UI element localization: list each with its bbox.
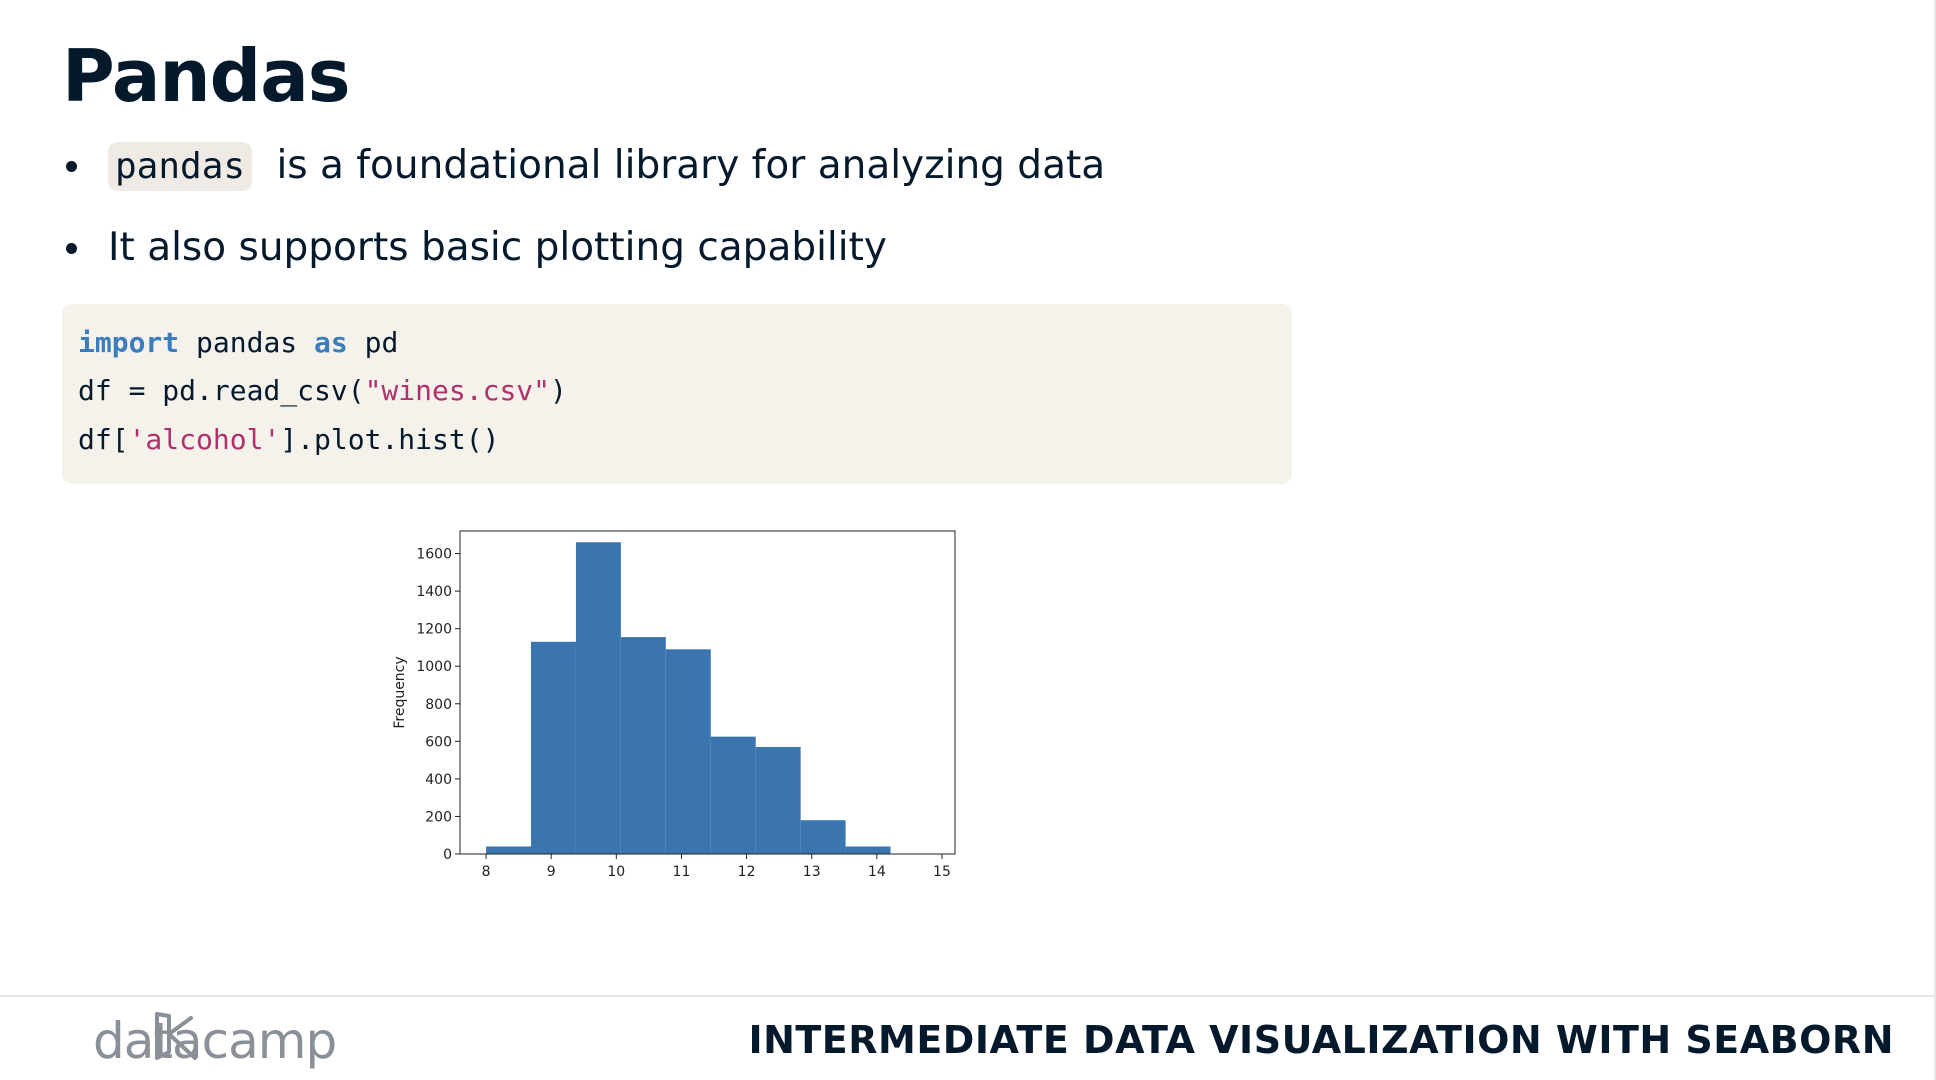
bullet-content: pandas is a foundational library for ana… — [108, 140, 1105, 193]
code-text: pd — [347, 326, 399, 359]
slide-title: Pandas — [62, 34, 351, 118]
y-tick-label: 200 — [425, 809, 452, 825]
y-tick-label: 1200 — [416, 622, 452, 638]
x-tick-label: 13 — [803, 864, 821, 880]
histogram-bar-0 — [486, 846, 531, 854]
y-tick-label: 1000 — [416, 659, 452, 675]
footer-divider — [0, 995, 1936, 997]
code-text: pandas — [179, 326, 315, 359]
y-axis-label: Frequency — [392, 656, 408, 728]
x-tick-label: 15 — [933, 864, 951, 880]
x-tick-label: 14 — [868, 864, 886, 880]
datacamp-logo-text: datacamp — [93, 1012, 337, 1070]
datacamp-logo-icon — [155, 1012, 197, 1060]
y-tick-label: 1600 — [416, 547, 452, 563]
x-tick-label: 9 — [547, 864, 556, 880]
code-text: df[ — [78, 423, 129, 456]
bullet-item-plotting: It also supports basic plotting capabili… — [62, 222, 1262, 274]
histogram-bar-2 — [575, 542, 621, 854]
y-tick-label: 1400 — [416, 584, 452, 600]
bullet-list: pandas is a foundational library for ana… — [62, 140, 1262, 304]
histogram-bar-4 — [665, 649, 711, 854]
code-line-2: df = pd.read_csv("wines.csv") — [78, 374, 567, 407]
y-tick-label: 0 — [443, 847, 452, 863]
code-string: 'alcohol' — [128, 423, 281, 456]
bullet-item-pandas: pandas is a foundational library for ana… — [62, 140, 1262, 192]
code-line-1: import pandas as pd — [78, 326, 398, 359]
y-tick-label: 400 — [425, 772, 452, 788]
slide-right-edge — [1934, 0, 1936, 1080]
bullet-dot-icon — [66, 243, 77, 254]
x-tick-label: 10 — [607, 864, 625, 880]
histogram-bar-7 — [800, 820, 846, 854]
histogram-bar-6 — [755, 746, 801, 854]
x-tick-label: 12 — [738, 864, 756, 880]
histogram-bar-5 — [710, 736, 756, 854]
code-keyword: as — [314, 326, 348, 359]
code-text: df = pd.read_csv( — [78, 374, 365, 407]
histogram-bar-3 — [620, 637, 666, 854]
code-line-3: df['alcohol'].plot.hist() — [78, 423, 499, 456]
x-tick-label: 8 — [482, 864, 491, 880]
bullet-text: is a foundational library for analyzing … — [264, 143, 1106, 188]
bullet-dot-icon — [66, 161, 77, 172]
plot-frame — [459, 530, 956, 855]
code-block: import pandas as pd df = pd.read_csv("wi… — [62, 304, 1292, 484]
bullet-text: It also supports basic plotting capabili… — [108, 225, 887, 270]
histogram-chart: 0 200 400 600 800 1000 1200 1400 1600 8 9 10 11 12 13 1… — [392, 530, 956, 880]
course-title: INTERMEDIATE DATA VISUALIZATION WITH SEA… — [748, 1018, 1894, 1062]
code-text: ].plot.hist() — [280, 423, 500, 456]
histogram-bar-1 — [530, 641, 576, 854]
histogram-bar-8 — [845, 846, 891, 854]
code-text: ) — [550, 374, 567, 407]
code-keyword: import — [78, 326, 180, 359]
inline-code-pandas: pandas — [108, 142, 253, 191]
y-tick-label: 600 — [425, 734, 452, 750]
x-tick-label: 11 — [673, 864, 691, 880]
code-string: "wines.csv" — [364, 374, 551, 407]
y-tick-label: 800 — [425, 697, 452, 713]
